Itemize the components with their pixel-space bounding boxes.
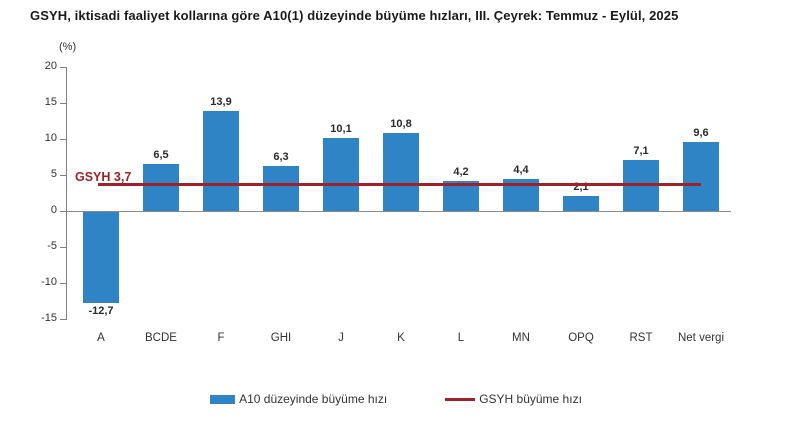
y-tick-label: -5	[47, 240, 57, 252]
x-axis-label-rst: RST	[629, 332, 653, 344]
bar-value-label-f: 13,9	[210, 95, 232, 108]
x-axis-label-net-vergi: Net vergi	[677, 332, 725, 344]
plot-area: 20 15 10 5 0 -5 -10 -15 -12,7 A 6,5 BCDE 13,9 F 6,3 GHI…	[41, 60, 731, 344]
bar-value-label-rst: 7,1	[633, 144, 649, 157]
y-tick-label: 15	[44, 96, 57, 108]
x-axis-label-f: F	[217, 332, 225, 344]
bar-opq	[563, 195, 599, 211]
legend-bar-swatch-icon	[210, 394, 236, 404]
y-axis-tick	[60, 210, 67, 212]
bar-j	[323, 138, 359, 211]
y-tick-label: 0	[50, 204, 57, 216]
x-axis-label-j: J	[338, 332, 344, 344]
bar-bcde	[143, 164, 179, 211]
reference-line-label: GSYH 3,7	[75, 170, 132, 184]
bar-value-label-a: -12,7	[88, 305, 114, 318]
x-axis-label-ghi: GHI	[270, 332, 292, 344]
y-tick-label: 10	[44, 132, 57, 144]
bar-value-label-l: 4,2	[453, 165, 469, 178]
legend-label-gsyh: GSYH büyüme hızı	[479, 392, 582, 406]
y-axis-tick	[60, 246, 67, 248]
y-axis-tick	[60, 102, 67, 104]
y-tick-label: 5	[50, 168, 57, 180]
bar-net-vergi	[683, 141, 719, 211]
x-axis-label-k: K	[397, 332, 405, 344]
y-axis-tick	[60, 66, 67, 68]
legend-label-a10: A10 düzeyinde büyüme hızı	[239, 392, 388, 406]
zero-gridline	[67, 210, 731, 212]
bar-value-label-j: 10,1	[330, 123, 352, 136]
legend: A10 düzeyinde büyüme hızı GSYH büyüme hı…	[0, 392, 792, 406]
x-axis-label-bcde: BCDE	[145, 332, 177, 344]
bar-ghi	[263, 165, 299, 211]
bar-value-label-bcde: 6,5	[153, 149, 169, 162]
bar-value-label-ghi: 6,3	[273, 150, 289, 163]
legend-line-swatch-icon	[445, 397, 476, 401]
y-axis-unit-label: (%)	[59, 41, 77, 53]
x-axis-label-a: A	[97, 332, 105, 344]
bar-f	[203, 110, 239, 211]
bar-value-label-net-vergi: 9,6	[693, 126, 709, 139]
bar-value-label-k: 10,8	[390, 118, 412, 131]
y-tick-label: -10	[41, 276, 57, 288]
gsyh-reference-line	[98, 182, 701, 186]
y-tick-label: 20	[44, 60, 57, 72]
legend-item-gsyh: GSYH büyüme hızı	[445, 392, 582, 406]
bar-value-label-mn: 4,4	[513, 164, 529, 177]
chart-title: GSYH, iktisadi faaliyet kollarına göre A…	[30, 8, 679, 23]
y-tick-label: -15	[41, 312, 57, 324]
x-axis-label-opq: OPQ	[568, 332, 594, 344]
bar-a	[83, 212, 119, 304]
y-axis-tick	[60, 282, 67, 284]
bar-k	[383, 133, 419, 211]
y-axis-tick	[60, 138, 67, 140]
x-axis-label-mn: MN	[512, 332, 530, 344]
y-axis-tick	[60, 318, 67, 320]
legend-item-a10: A10 düzeyinde büyüme hızı	[210, 392, 387, 406]
y-axis-tick	[60, 174, 67, 176]
x-axis-label-l: L	[457, 332, 465, 344]
